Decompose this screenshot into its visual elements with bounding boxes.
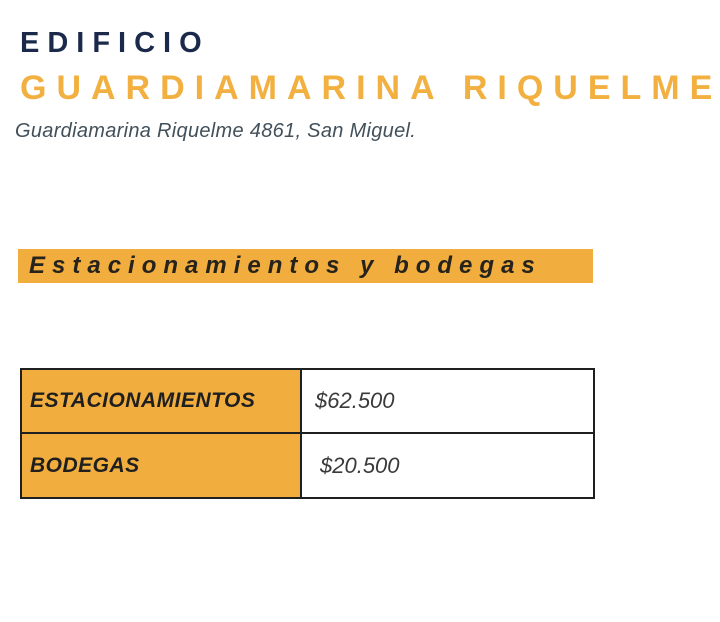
section-heading-bar: Estacionamientos y bodegas — [18, 249, 593, 283]
row-value-estacionamientos: $62.500 — [302, 370, 593, 432]
row-label-bodegas: BODEGAS — [22, 434, 302, 497]
building-title-name: GUARDIAMARINA RIQUELME — [20, 69, 720, 107]
pricing-table: ESTACIONAMIENTOS $62.500 BODEGAS $20.500 — [20, 368, 595, 499]
table-row: ESTACIONAMIENTOS $62.500 — [22, 370, 593, 432]
row-label-estacionamientos: ESTACIONAMIENTOS — [22, 370, 302, 432]
section-heading-text: Estacionamientos y bodegas — [29, 252, 542, 279]
row-value-bodegas: $20.500 — [302, 434, 593, 497]
building-title-word: EDIFICIO — [20, 27, 210, 59]
building-address: Guardiamarina Riquelme 4861, San Miguel. — [15, 120, 417, 142]
table-row: BODEGAS $20.500 — [22, 432, 593, 497]
